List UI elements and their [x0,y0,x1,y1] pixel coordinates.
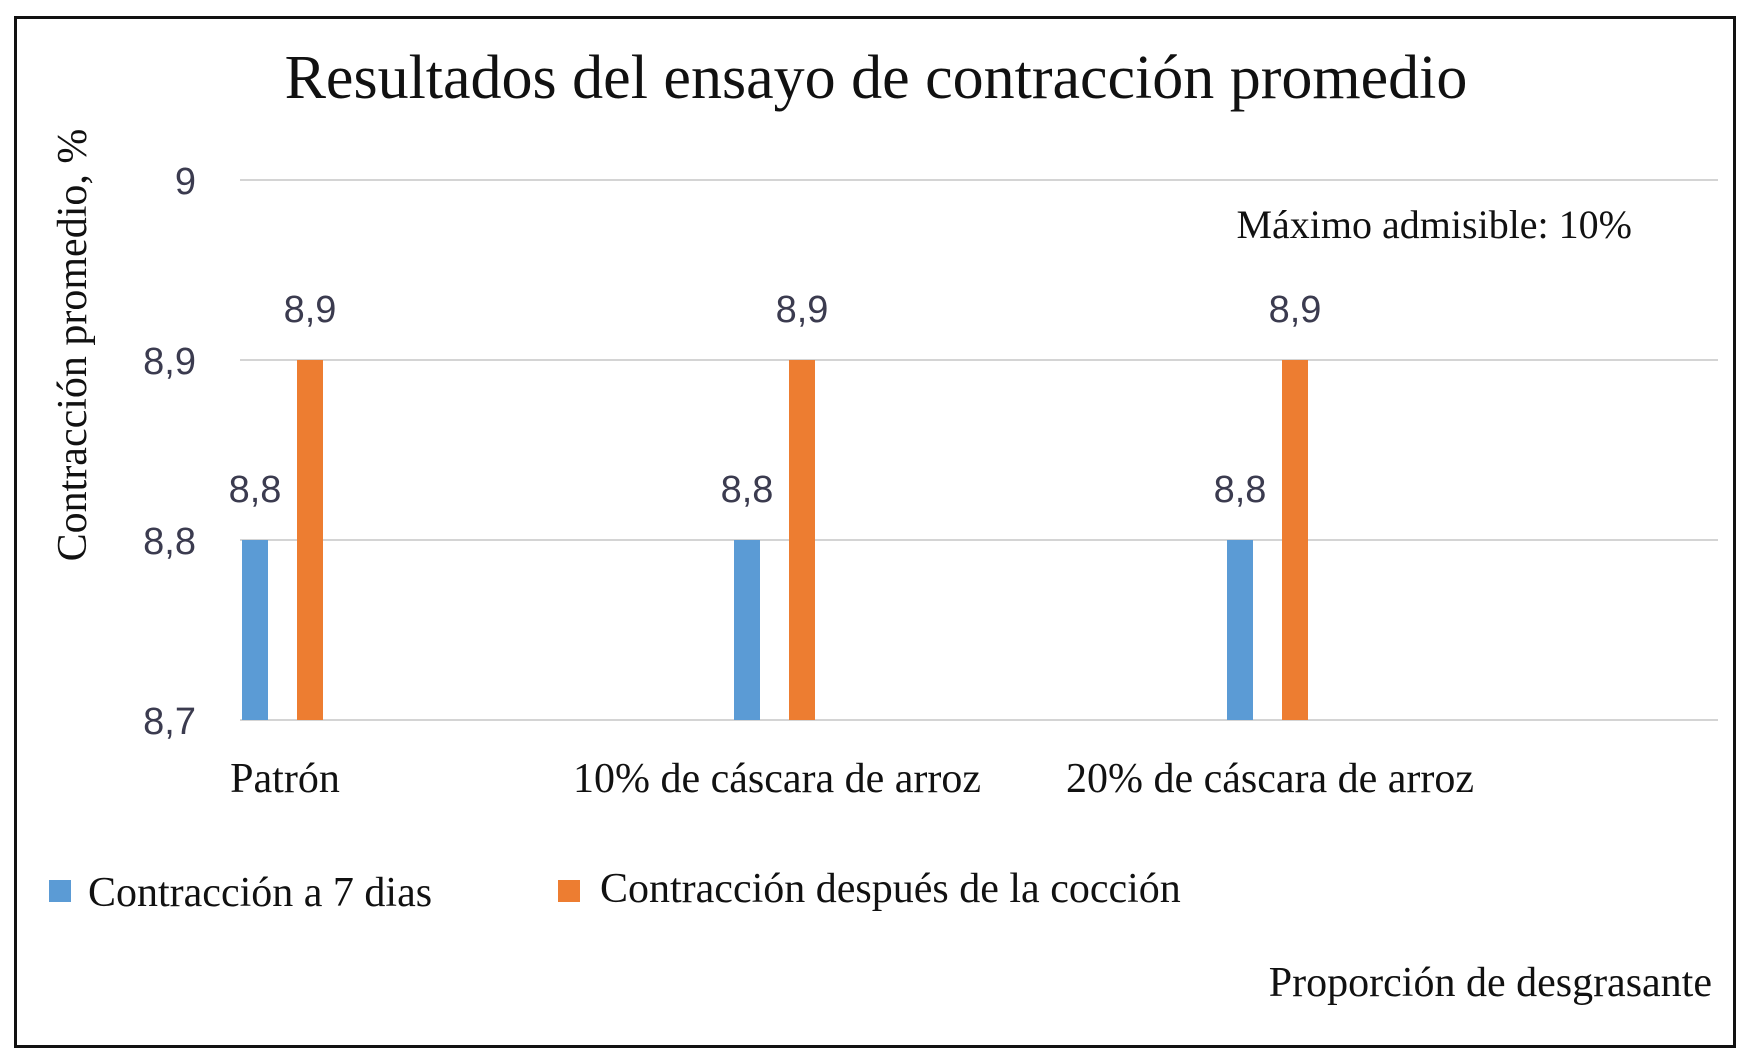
legend-label-series-1: Contracción a 7 dias [88,870,432,916]
data-label: 8,9 [284,289,337,331]
data-label: 8,8 [1214,469,1267,511]
bar-1-2 [734,540,760,720]
y-tick-label: 8,7 [143,701,196,743]
y-axis-label: Contracción promedio, % [50,129,96,562]
legend-swatch-series-2 [558,880,580,902]
y-tick-label: 9 [175,161,196,203]
chart-title: Resultados del ensayo de contracción pro… [285,44,1468,112]
x-tick-label: Patrón [230,756,340,802]
legend: Contracción a 7 dias Contracción después… [49,866,1181,916]
y-tick-labels: 8,7 8,8 8,9 9 [143,161,196,743]
bar-1-1 [242,540,268,720]
annotation-max-allowable: Máximo admisible: 10% [1236,202,1632,247]
data-label: 8,8 [721,469,774,511]
x-tick-label: 20% de cáscara de arroz [1066,756,1474,802]
bar-1-3 [1227,540,1253,720]
legend-swatch-series-1 [49,880,71,902]
gridlines [240,179,1718,721]
x-axis-label: Proporción de desgrasante [1269,960,1712,1006]
data-label: 8,8 [229,469,282,511]
data-label: 8,9 [1269,289,1322,331]
y-tick-label: 8,9 [143,341,196,383]
bar-2-1 [297,360,323,720]
x-tick-label: 10% de cáscara de arroz [573,756,981,802]
bar-2-2 [789,360,815,720]
bars [242,360,1308,720]
data-label: 8,9 [776,289,829,331]
x-tick-labels: Patrón 10% de cáscara de arroz 20% de cásc… [230,756,1474,802]
data-labels: 8,8 8,8 8,8 8,9 8,9 8,9 [229,289,1322,511]
legend-label-series-2: Contracción después de la cocción [600,866,1181,912]
y-tick-label: 8,8 [143,521,196,563]
bar-2-3 [1282,360,1308,720]
